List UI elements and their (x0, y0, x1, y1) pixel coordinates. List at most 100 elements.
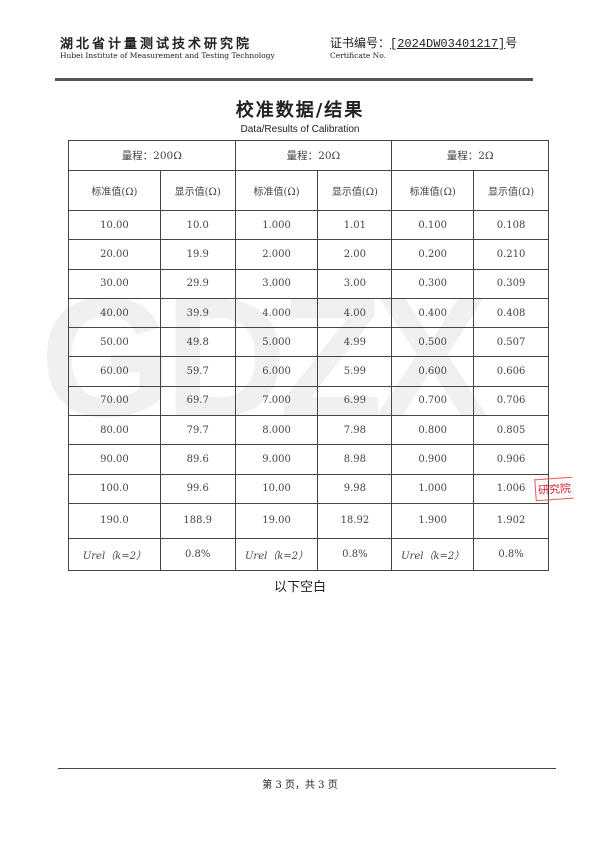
table-cell: 0.507 (473, 327, 549, 358)
table-cell: 1.000 (234, 209, 319, 241)
cert-suffix: 号 (505, 36, 518, 50)
header-rule (55, 78, 533, 81)
table-cell: 1.900 (391, 502, 475, 539)
table-cell: 40.00 (68, 297, 161, 329)
table-cell: 5.000 (234, 327, 319, 358)
table-cell: 0.800 (391, 415, 475, 446)
urel-row: Urel（k=2） 0.8% Urel（k=2） 0.8% Urel（k=2） 0.8% (68, 537, 549, 571)
table-cell: 4.000 (234, 297, 319, 329)
table-cell: 0.500 (391, 327, 475, 358)
table-cell: 10.00 (68, 209, 161, 241)
table-cell: 69.7 (159, 385, 236, 417)
table-cell: 0.408 (473, 297, 549, 329)
table-cell: 2.00 (317, 239, 393, 270)
urel-label: Urel（k=2） (234, 537, 319, 571)
column-header-row: 标准值(Ω) 显示值(Ω) 标准值(Ω) 显示值(Ω) 标准值(Ω) 显示值(Ω) (68, 170, 549, 211)
table-cell: 5.99 (317, 356, 393, 387)
table-cell: 0.200 (391, 239, 475, 270)
table-cell: 90.00 (68, 444, 161, 475)
table-cell: 0.805 (473, 415, 549, 446)
col-disp: 显示值(Ω) (159, 170, 236, 211)
table-cell: 19.00 (234, 502, 319, 539)
cert-label-en: Certificate No. (330, 51, 387, 60)
table-row: 60.00 59.7 6.000 5.99 0.600 0.606 (68, 356, 549, 387)
table-row: 20.00 19.9 2.000 2.00 0.200 0.210 (68, 239, 549, 270)
table-cell: 0.706 (473, 385, 549, 417)
table-cell: 3.000 (234, 268, 319, 299)
table-cell: 1.902 (473, 502, 549, 539)
urel-value: 0.8% (159, 537, 236, 571)
table-cell: 0.210 (473, 239, 549, 270)
table-cell: 59.7 (159, 356, 236, 387)
table-cell: 188.9 (159, 502, 236, 539)
table-cell: 49.8 (159, 327, 236, 358)
table-row: 40.00 39.9 4.000 4.00 0.400 0.408 (68, 297, 549, 329)
table-cell: 18.92 (317, 502, 393, 539)
table-cell: 80.00 (68, 415, 161, 446)
table-cell: 0.700 (391, 385, 475, 417)
table-cell: 60.00 (68, 356, 161, 387)
table-cell: 0.300 (391, 268, 475, 299)
table-cell: 99.6 (159, 473, 236, 504)
table-cell: 0.906 (473, 444, 549, 475)
table-cell: 6.99 (317, 385, 393, 417)
table-cell: 7.000 (234, 385, 319, 417)
table-cell: 10.00 (234, 473, 319, 504)
table-cell: 100.0 (68, 473, 161, 504)
table-cell: 7.98 (317, 415, 393, 446)
table-cell: 0.108 (473, 209, 549, 241)
table-cell: 8.98 (317, 444, 393, 475)
table-cell: 29.9 (159, 268, 236, 299)
table-cell: 8.000 (234, 415, 319, 446)
table-cell: 0.400 (391, 297, 475, 329)
range-header: 量程：20Ω (234, 140, 393, 171)
blank-note: 以下空白 (273, 580, 326, 595)
table-cell: 39.9 (159, 297, 236, 329)
table-row: 80.00 79.7 8.000 7.98 0.800 0.805 (68, 415, 549, 446)
org-name-cn: 湖北省计量测试技术研究院 (60, 37, 253, 52)
range-header-row: 量程：200Ω 量程：20Ω 量程：2Ω (68, 140, 549, 171)
page-title: 校准数据/结果 (235, 100, 365, 121)
table-row: 90.00 89.6 9.000 8.98 0.900 0.906 (68, 444, 549, 475)
table-cell: 1.006 (473, 473, 549, 504)
urel-value: 0.8% (473, 537, 549, 571)
table-cell: 19.9 (159, 239, 236, 270)
page-number: 第 3 页，共 3 页 (262, 780, 338, 791)
table-cell: 30.00 (68, 268, 161, 299)
table-cell: 1.01 (317, 209, 393, 241)
table-cell: 9.98 (317, 473, 393, 504)
table-cell: 50.00 (68, 327, 161, 358)
table-cell: 1.000 (391, 473, 475, 504)
table-cell: 0.309 (473, 268, 549, 299)
urel-label: Urel（k=2） (391, 537, 475, 571)
table-cell: 2.000 (234, 239, 319, 270)
table-cell: 79.7 (159, 415, 236, 446)
table-cell: 10.0 (159, 209, 236, 241)
urel-value: 0.8% (317, 537, 393, 571)
table-cell: 4.99 (317, 327, 393, 358)
table-row: 190.0 188.9 19.00 18.92 1.900 1.902 (68, 502, 549, 539)
range-header: 量程：200Ω (68, 140, 236, 171)
table-cell: 3.00 (317, 268, 393, 299)
table-cell: 70.00 (68, 385, 161, 417)
table-row: 100.0 99.6 10.00 9.98 1.000 1.006 (68, 473, 549, 504)
table-cell: 9.000 (234, 444, 319, 475)
col-std: 标准值(Ω) (68, 170, 161, 211)
table-cell: 89.6 (159, 444, 236, 475)
col-std: 标准值(Ω) (234, 170, 319, 211)
table-cell: 0.900 (391, 444, 475, 475)
col-disp: 显示值(Ω) (473, 170, 549, 211)
certificate-number: 证书编号：[2024DW03401217]号 (330, 34, 517, 51)
urel-label: Urel（k=2） (68, 537, 161, 571)
table-cell: 20.00 (68, 239, 161, 270)
table-cell: 4.00 (317, 297, 393, 329)
table-row: 10.00 10.0 1.000 1.01 0.100 0.108 (68, 209, 549, 241)
table-row: 50.00 49.8 5.000 4.99 0.500 0.507 (68, 327, 549, 358)
org-name-en: Hubei Institute of Measurement and Testi… (60, 51, 275, 60)
cert-no: [2024DW03401217] (390, 37, 506, 51)
table-cell: 6.000 (234, 356, 319, 387)
table-cell: 0.100 (391, 209, 475, 241)
calibration-table: 量程：200Ω 量程：20Ω 量程：2Ω 标准值(Ω) 显示值(Ω) 标准值(Ω)… (68, 140, 549, 571)
table-cell: 0.606 (473, 356, 549, 387)
